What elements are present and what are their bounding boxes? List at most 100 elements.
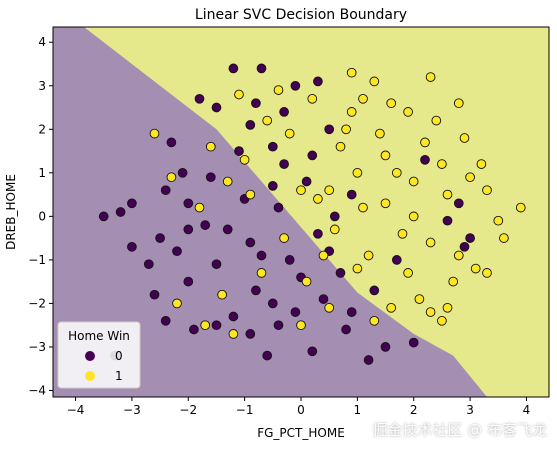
data-point — [453, 198, 464, 209]
y-tick-label: 3 — [38, 79, 46, 93]
data-point — [296, 320, 306, 331]
chart-title: Linear SVC Decision Boundary — [195, 7, 407, 23]
data-point — [262, 350, 273, 361]
data-point — [273, 202, 284, 213]
data-point — [324, 124, 335, 135]
data-point — [211, 259, 222, 270]
x-tick-label: −4 — [67, 403, 85, 417]
data-point — [194, 202, 205, 213]
x-tick-label: 3 — [466, 403, 474, 417]
data-point — [183, 224, 194, 235]
data-point — [380, 342, 391, 352]
data-point — [425, 237, 436, 248]
data-point — [369, 315, 380, 326]
scatter-points — [98, 63, 526, 365]
data-point — [251, 285, 261, 296]
data-point — [222, 224, 233, 235]
y-tick-label: 1 — [38, 166, 46, 180]
data-point — [127, 198, 137, 209]
data-point — [408, 176, 419, 187]
data-point — [335, 141, 346, 152]
data-point — [408, 337, 419, 348]
data-point — [363, 355, 374, 365]
data-point — [155, 233, 165, 243]
x-tick-label: 1 — [354, 403, 362, 417]
data-point — [267, 298, 278, 309]
data-point — [442, 302, 453, 313]
data-point — [442, 215, 453, 226]
data-point — [329, 211, 340, 222]
data-point — [273, 320, 284, 331]
series-0 — [98, 63, 475, 365]
data-point — [391, 255, 402, 265]
data-point — [307, 346, 318, 357]
data-point — [245, 329, 256, 339]
data-point — [476, 159, 487, 169]
data-point — [284, 128, 295, 139]
data-point — [222, 176, 233, 187]
data-point — [200, 320, 211, 331]
data-point — [245, 237, 256, 248]
x-tick-label: 0 — [297, 403, 305, 417]
data-point — [453, 250, 464, 261]
data-point — [352, 263, 363, 274]
data-point — [273, 85, 284, 95]
data-point — [420, 154, 430, 165]
data-point — [239, 154, 250, 165]
y-tick-label: 4 — [38, 35, 46, 49]
data-point — [403, 268, 413, 278]
data-point — [431, 115, 442, 126]
data-point — [420, 137, 430, 148]
data-point — [256, 268, 267, 278]
data-point — [448, 276, 459, 287]
data-point — [228, 311, 239, 322]
data-point — [262, 115, 273, 126]
data-point — [228, 329, 239, 339]
data-point — [369, 285, 380, 296]
data-point — [172, 246, 182, 257]
data-point — [211, 320, 222, 331]
data-point — [290, 307, 301, 317]
series-1 — [149, 67, 526, 339]
data-point — [346, 67, 357, 78]
legend-box — [57, 321, 141, 389]
data-point — [115, 207, 126, 217]
data-point — [386, 98, 397, 109]
data-point — [425, 307, 436, 317]
data-point — [335, 268, 346, 278]
y-tick-label: −4 — [28, 383, 46, 397]
data-point — [172, 298, 182, 309]
data-point — [465, 233, 475, 243]
data-point — [211, 102, 222, 113]
data-point — [189, 324, 199, 335]
data-point — [245, 120, 256, 130]
data-point — [380, 198, 391, 209]
x-axis-label: FG_PCT_HOME — [257, 426, 345, 440]
data-point — [313, 228, 323, 239]
data-point — [217, 289, 227, 300]
data-point — [284, 255, 295, 265]
x-tick-label: 2 — [410, 403, 418, 417]
data-point — [194, 93, 205, 104]
data-point — [459, 133, 470, 143]
data-point — [245, 189, 256, 200]
data-point — [234, 89, 244, 100]
data-point — [234, 146, 244, 156]
data-point — [341, 324, 351, 335]
data-point — [183, 276, 194, 287]
data-point — [267, 181, 278, 191]
data-point — [346, 107, 357, 117]
data-point — [453, 98, 464, 109]
data-point — [267, 141, 278, 152]
data-point — [307, 93, 318, 104]
data-point — [437, 159, 447, 169]
y-tick-label: 0 — [38, 209, 46, 223]
data-point — [346, 189, 357, 200]
data-point — [414, 294, 425, 304]
data-point — [166, 172, 177, 183]
data-point — [256, 63, 267, 74]
data-point — [397, 228, 408, 239]
data-point — [391, 167, 402, 178]
legend-marker-0 — [85, 351, 95, 361]
